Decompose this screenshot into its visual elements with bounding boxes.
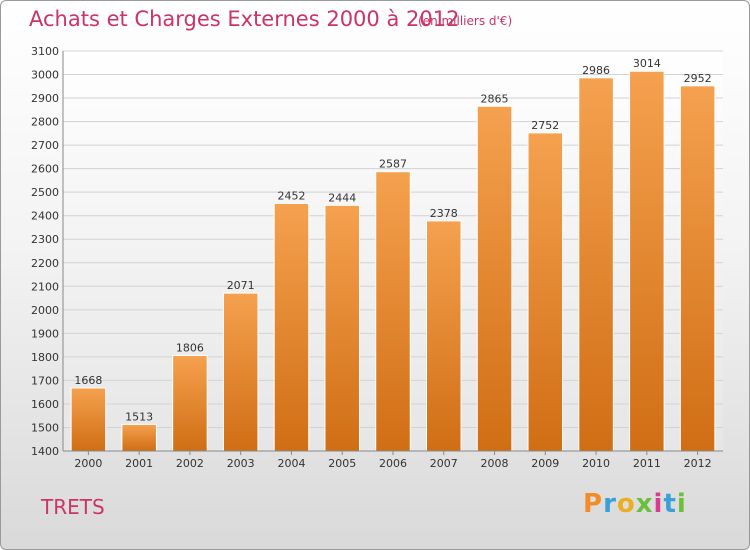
y-tick-label: 3000 (31, 69, 59, 82)
value-label: 1806 (176, 341, 204, 354)
chart-title: Achats et Charges Externes 2000 à 2012 (29, 7, 459, 31)
commune-name: TRETS (41, 495, 105, 519)
bar-2003 (222, 292, 259, 452)
y-tick-label: 2700 (31, 139, 59, 152)
y-tick-label: 2900 (31, 92, 59, 105)
value-labels: 1668 1513 1806 2071 2452 2444 2587 2378 2865 2752… (74, 57, 711, 423)
bar-2010 (578, 77, 614, 452)
y-tick-label: 1400 (31, 445, 59, 458)
value-label: 2986 (582, 64, 610, 77)
value-label: 1513 (125, 410, 153, 423)
bar-2002 (172, 354, 208, 452)
bar-2006 (375, 171, 411, 452)
y-tick-label: 2400 (31, 210, 59, 223)
bar-2001 (121, 423, 157, 452)
value-label: 2452 (277, 189, 305, 202)
y-tick-label: 2000 (31, 304, 59, 317)
logo-letter: r (603, 489, 617, 519)
bar-2009 (527, 132, 564, 452)
value-label: 1668 (74, 374, 102, 387)
bar-2008 (476, 105, 513, 452)
logo-letter: o (616, 489, 636, 519)
y-tick-label: 2100 (31, 280, 59, 293)
y-tick-label: 2600 (31, 163, 59, 176)
y-axis: 1400 1500 1600 1700 1800 1900 2000 2100 2200 2300… (31, 45, 723, 458)
value-label: 2752 (531, 119, 559, 132)
x-tick-label: 2010 (582, 457, 610, 470)
value-label: 2444 (328, 191, 356, 204)
logo-letter: i (676, 489, 687, 519)
y-tick-label: 3100 (31, 45, 59, 58)
bars-group (70, 70, 716, 452)
bar-2007 (426, 220, 462, 452)
x-tick-label: 2002 (176, 457, 204, 470)
title-text: Achats et Charges Externes 2000 à 2012 (29, 7, 460, 31)
value-label: 2587 (379, 158, 407, 171)
value-label: 3014 (633, 57, 661, 70)
y-tick-label: 1900 (31, 327, 59, 340)
bar-2005 (324, 204, 360, 452)
value-label: 2865 (481, 92, 509, 105)
y-tick-label: 2500 (31, 186, 59, 199)
x-tick-label: 2000 (74, 457, 102, 470)
bar-2012 (679, 85, 716, 452)
x-tick-label: 2012 (684, 457, 712, 470)
x-tick-label: 2006 (379, 457, 407, 470)
y-tick-label: 1600 (31, 398, 59, 411)
x-tick-label: 2004 (277, 457, 305, 470)
x-tick-label: 2003 (227, 457, 255, 470)
value-label: 2071 (227, 279, 255, 292)
proxiti-logo: Proxiti (583, 489, 687, 519)
logo-letter: x (635, 489, 654, 519)
logo-letter: i (653, 489, 664, 519)
y-tick-label: 1800 (31, 351, 59, 364)
bar-2000 (70, 387, 107, 452)
logo-letter: P (583, 489, 604, 519)
x-tick-label: 2011 (633, 457, 661, 470)
y-tick-label: 2800 (31, 116, 59, 129)
x-tick-label: 2008 (481, 457, 509, 470)
unit-label: (en milliers d'€) (418, 14, 513, 28)
y-tick-label: 2200 (31, 257, 59, 270)
x-tick-label: 2007 (430, 457, 458, 470)
value-label: 2952 (684, 72, 712, 85)
x-axis: 2000 2001 2002 2003 2004 2005 2006 2007 2008 2009… (74, 451, 712, 470)
y-tick-label: 1700 (31, 374, 59, 387)
logo-letter: t (663, 489, 677, 519)
bar-2011 (629, 70, 665, 452)
y-tick-label: 2300 (31, 233, 59, 246)
x-tick-label: 2001 (125, 457, 153, 470)
value-label: 2378 (430, 207, 458, 220)
x-tick-label: 2005 (328, 457, 356, 470)
x-tick-label: 2009 (531, 457, 559, 470)
bar-2004 (273, 202, 310, 452)
y-tick-label: 1500 (31, 421, 59, 434)
